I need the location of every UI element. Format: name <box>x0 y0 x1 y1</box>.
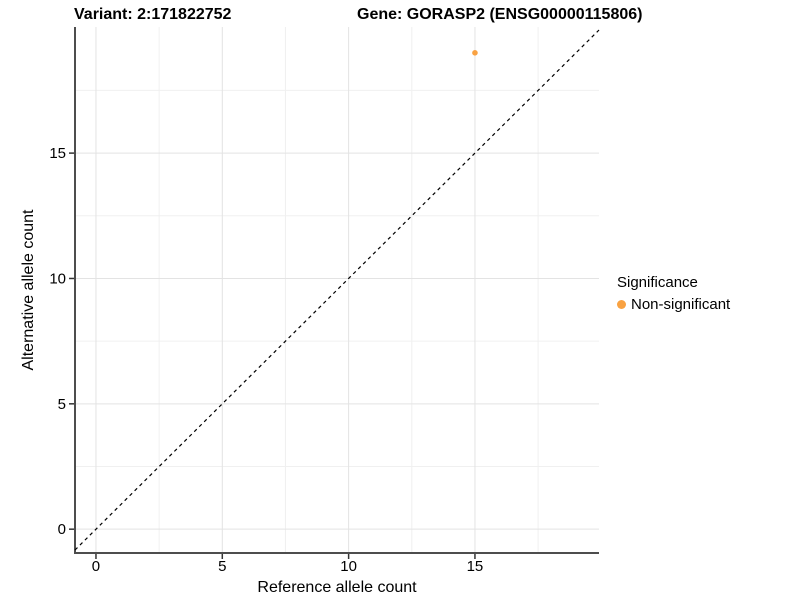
gridlines-layer <box>75 27 599 553</box>
x-tick-label: 15 <box>467 558 484 575</box>
x-tick-label: 10 <box>340 558 357 575</box>
y-axis-title: Alternative allele count <box>20 209 37 371</box>
legend-item-non-significant: Non-significant <box>617 296 730 313</box>
legend-item-label: Non-significant <box>631 296 731 313</box>
y-tick-label: 10 <box>49 270 66 287</box>
legend: Significance Non-significant <box>617 274 730 313</box>
y-tick-label: 0 <box>58 521 66 538</box>
identity-reference-line <box>74 29 600 551</box>
x-axis-title: Reference allele count <box>257 579 417 596</box>
axes-layer: 0 5 10 15 0 5 10 15 <box>49 27 599 575</box>
gene-title: Gene: GORASP2 (ENSG00000115806) <box>357 6 643 23</box>
x-tick-label: 0 <box>92 558 100 575</box>
data-point <box>472 50 478 56</box>
y-tick-label: 15 <box>49 145 66 162</box>
legend-title: Significance <box>617 274 698 291</box>
y-tick-label: 5 <box>58 396 66 413</box>
non-significant-point-icon <box>617 300 626 309</box>
data-layer <box>74 29 600 551</box>
variant-title: Variant: 2:171822752 <box>74 6 232 23</box>
x-tick-label: 5 <box>218 558 226 575</box>
